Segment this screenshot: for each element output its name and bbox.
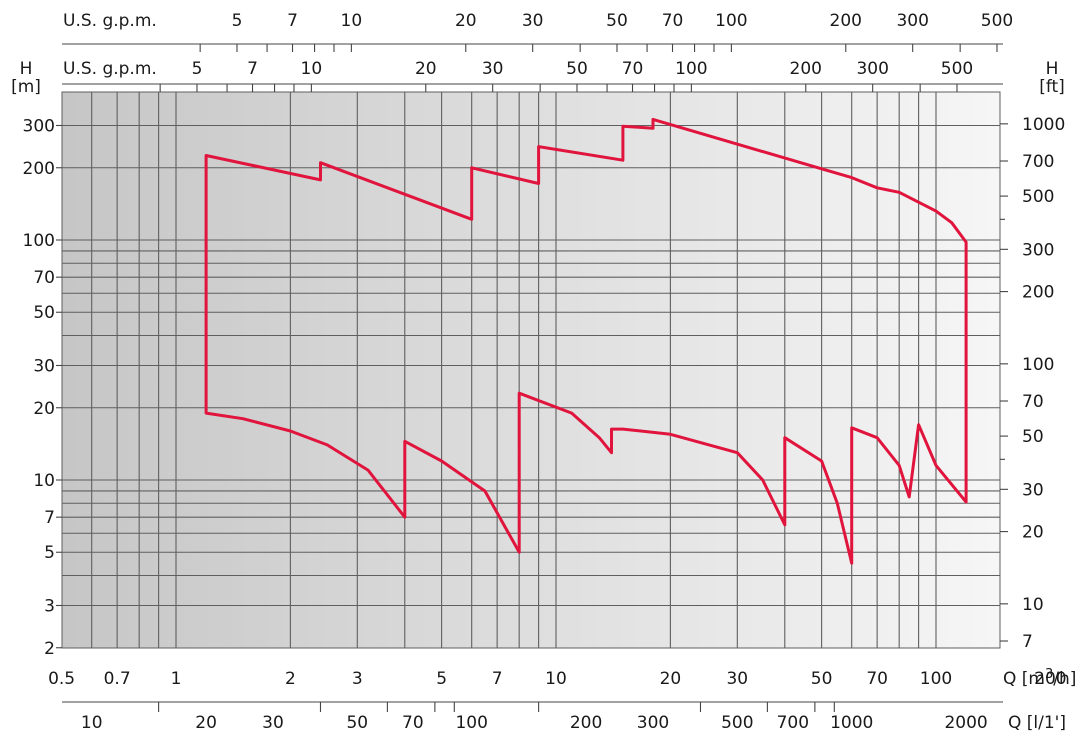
x-tick-label: 100 xyxy=(920,669,952,689)
gpm-tick-label: 200 xyxy=(790,59,822,79)
top-axis-2-unit-label: U.S. g.p.m. xyxy=(63,59,157,79)
horizontal-grid xyxy=(62,124,1000,607)
lpm-tick-label: 500 xyxy=(721,713,753,733)
top-axis-1-unit-label: U.S. g.p.m. xyxy=(63,11,157,31)
x-axis-unit-label: Q [m3/h] xyxy=(1003,667,1076,689)
gpm-tick-label: 10 xyxy=(341,11,363,31)
x-tick-label: 30 xyxy=(726,669,748,689)
gpm-tick-label: 100 xyxy=(675,59,707,79)
gpm-tick-label: 5 xyxy=(232,11,243,31)
performance-curve-envelope xyxy=(204,117,968,565)
x-tick-label: 50 xyxy=(811,669,833,689)
gpm-tick-label: 10 xyxy=(301,59,323,79)
x-tick-label: 70 xyxy=(866,669,888,689)
gpm-tick-label: 500 xyxy=(981,11,1013,31)
gpm-tick-label: 500 xyxy=(941,59,973,79)
y-right-tick-label: 50 xyxy=(1022,427,1044,447)
gpm-tick-label: 50 xyxy=(606,11,628,31)
x-tick-label: 200 xyxy=(1034,669,1066,689)
left-y-axis-unit-label: H [m] xyxy=(11,59,41,97)
gpm-tick-label: 200 xyxy=(830,11,862,31)
x-tick-label: 1 xyxy=(171,669,182,689)
lpm-tick-label: 10 xyxy=(81,713,103,733)
lpm-tick-label: 50 xyxy=(346,713,368,733)
y-right-tick-label: 500 xyxy=(1022,187,1054,207)
x-tick-label: 10 xyxy=(545,669,567,689)
x-tick-label: 0.7 xyxy=(104,669,131,689)
top-axis-gpm-1: U.S. g.p.m. 5 7 10 20 30 50 70 100 200 300 500 xyxy=(62,11,1013,52)
gpm-tick-label: 100 xyxy=(715,11,747,31)
lpm-tick-label: 2000 xyxy=(944,713,987,733)
gpm-tick-label: 7 xyxy=(247,59,258,79)
vertical-grid xyxy=(91,92,937,648)
y-left-tick-label: 5 xyxy=(44,543,55,563)
y-left-tick-label: 200 xyxy=(23,159,55,179)
y-right-tick-label: 100 xyxy=(1022,355,1054,375)
gpm-tick-label: 50 xyxy=(566,59,588,79)
left-y-axis-ticks: 2 3 5 7 10 20 30 50 70 100 200 300 xyxy=(23,116,62,659)
top-axis-gpm-2: U.S. g.p.m. 5 7 10 20 30 50 70 100 200 300 500 xyxy=(62,59,1003,92)
y-right-tick-label: 30 xyxy=(1022,480,1044,500)
y-left-tick-label: 30 xyxy=(33,356,55,376)
y-right-tick-label: 1000 xyxy=(1022,115,1065,135)
lpm-tick-label: 20 xyxy=(195,713,217,733)
right-y-axis-ticks: 7 10 20 30 50 70 100 200 300 500 700 1000 xyxy=(1000,115,1065,652)
y-left-tick-label: 3 xyxy=(44,596,55,616)
lpm-tick-label: 200 xyxy=(570,713,602,733)
gpm-tick-label: 70 xyxy=(622,59,644,79)
x-tick-label: 2 xyxy=(285,669,296,689)
y-left-tick-label: 50 xyxy=(33,303,55,323)
y-right-tick-label: 20 xyxy=(1022,523,1044,543)
bottom-axis-litres-per-minute: Q [l/1'] 10 20 30 50 70 100 200 300 500 700 1000 20… xyxy=(62,701,1066,733)
y-left-tick-label: 20 xyxy=(33,399,55,419)
y-left-tick-label: 10 xyxy=(33,471,55,491)
gpm-tick-label: 70 xyxy=(662,11,684,31)
gpm-tick-label: 300 xyxy=(856,59,888,79)
right-y-axis-unit-label: H [ft] xyxy=(1039,59,1065,97)
gpm-tick-label: 300 xyxy=(896,11,928,31)
y-left-tick-label: 100 xyxy=(23,231,55,251)
gpm-tick-label: 30 xyxy=(482,59,504,79)
bottom-x-axis-ticks: 0.50.71235710203050701002003005007001000… xyxy=(48,669,1067,689)
x-tick-label: 20 xyxy=(660,669,682,689)
lpm-tick-label: 30 xyxy=(262,713,284,733)
y-right-tick-label: 300 xyxy=(1022,240,1054,260)
lpm-tick-label: 700 xyxy=(777,713,809,733)
gpm-tick-label: 7 xyxy=(287,11,298,31)
y-left-tick-label: 300 xyxy=(23,116,55,136)
lpm-tick-label: 300 xyxy=(637,713,669,733)
lpm-tick-label: 70 xyxy=(402,713,424,733)
y-left-tick-label: 7 xyxy=(44,508,55,528)
bottom-axis-2-unit-label: Q [l/1'] xyxy=(1008,713,1066,733)
y-right-tick-label: 10 xyxy=(1022,595,1044,615)
lpm-tick-label: 100 xyxy=(455,713,487,733)
lpm-tick-label: 1000 xyxy=(830,713,873,733)
x-tick-label: 3 xyxy=(352,669,363,689)
y-left-tick-label: 2 xyxy=(44,639,55,659)
y-right-tick-label: 200 xyxy=(1022,283,1054,303)
y-left-tick-label: 70 xyxy=(33,268,55,288)
y-right-tick-label: 7 xyxy=(1022,632,1033,652)
plot-background xyxy=(62,92,1000,648)
x-tick-label: 0.5 xyxy=(48,669,75,689)
gpm-tick-label: 20 xyxy=(415,59,437,79)
y-right-tick-label: 700 xyxy=(1022,152,1054,172)
plot-frame xyxy=(61,91,1001,649)
x-tick-label: 7 xyxy=(492,669,503,689)
gpm-tick-label: 30 xyxy=(522,11,544,31)
gpm-tick-label: 20 xyxy=(455,11,477,31)
y-right-tick-label: 70 xyxy=(1022,392,1044,412)
gpm-tick-label: 5 xyxy=(192,59,203,79)
x-tick-label: 5 xyxy=(436,669,447,689)
